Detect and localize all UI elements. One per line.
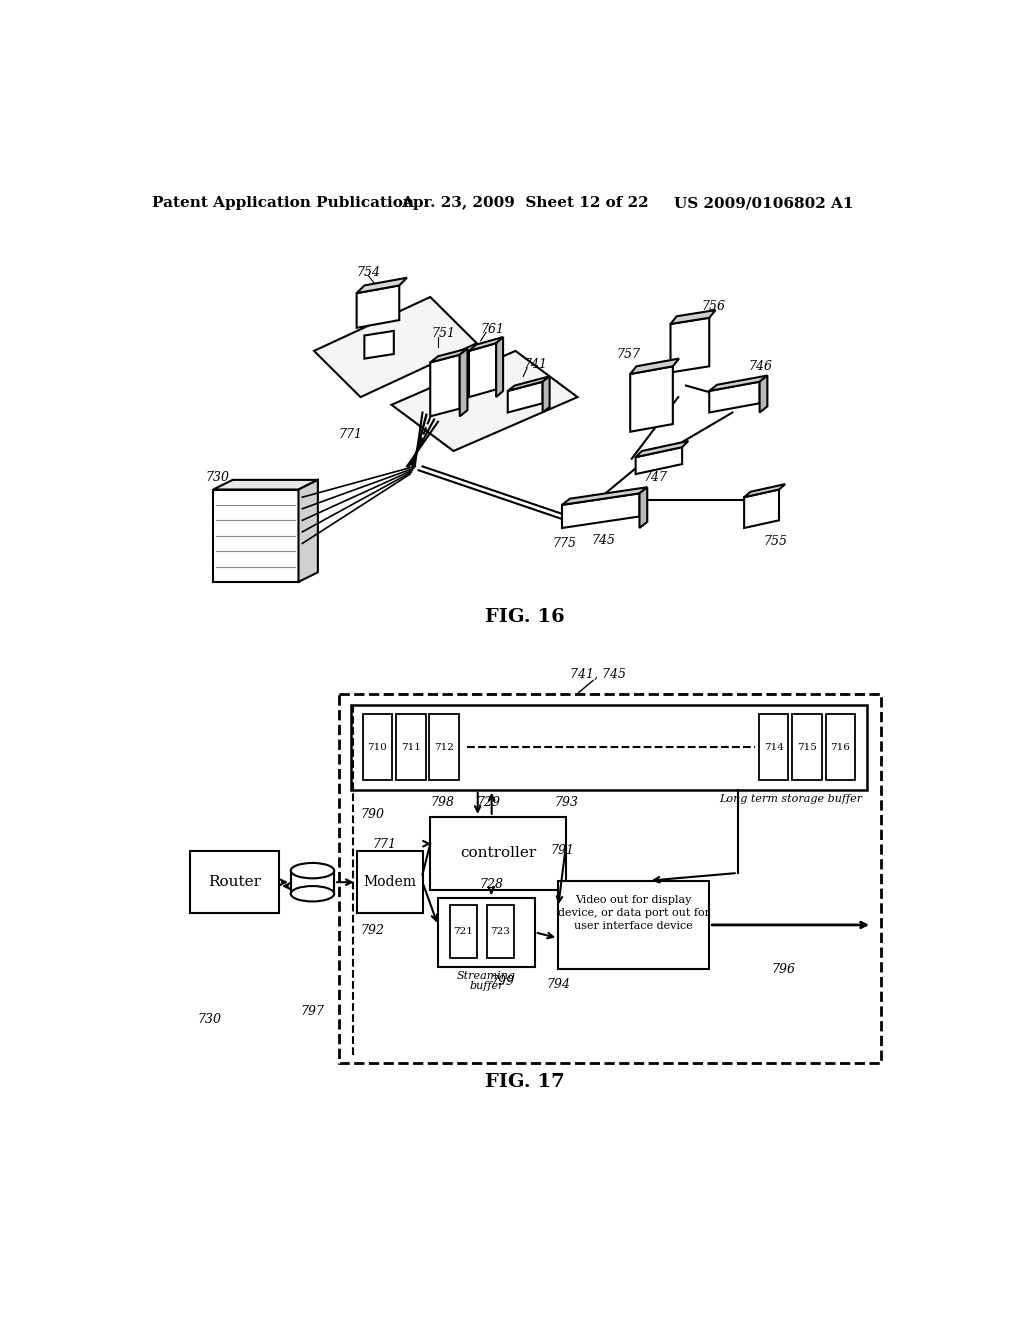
Polygon shape	[460, 348, 467, 416]
Bar	[450, 906, 477, 958]
Text: 761: 761	[480, 323, 505, 335]
Text: 723: 723	[490, 927, 510, 936]
Text: device, or data port out for: device, or data port out for	[558, 908, 710, 917]
Polygon shape	[562, 487, 647, 506]
Text: 796: 796	[771, 964, 796, 975]
Polygon shape	[356, 277, 407, 293]
Polygon shape	[469, 337, 503, 351]
Polygon shape	[508, 376, 550, 391]
Polygon shape	[710, 381, 760, 412]
Text: 791: 791	[550, 843, 574, 857]
Text: 716: 716	[830, 743, 850, 751]
Bar	[351, 705, 866, 789]
Bar	[793, 714, 821, 780]
Text: 754: 754	[356, 265, 381, 279]
Text: 794: 794	[547, 978, 570, 991]
Polygon shape	[543, 376, 550, 412]
Text: user interface device: user interface device	[574, 921, 693, 931]
Bar	[339, 693, 882, 1063]
Text: FIG. 16: FIG. 16	[485, 607, 564, 626]
Polygon shape	[671, 310, 716, 323]
Polygon shape	[508, 381, 543, 412]
Text: controller: controller	[460, 846, 537, 861]
Polygon shape	[760, 376, 767, 412]
Polygon shape	[391, 351, 578, 451]
Text: 712: 712	[434, 743, 454, 751]
Bar	[430, 817, 566, 890]
Bar	[362, 714, 392, 780]
Text: 711: 711	[401, 743, 421, 751]
Text: buffer: buffer	[469, 981, 504, 991]
Bar	[759, 714, 788, 780]
Text: 715: 715	[797, 743, 817, 751]
Polygon shape	[213, 490, 299, 582]
Bar	[438, 898, 535, 966]
Polygon shape	[562, 494, 640, 528]
Polygon shape	[430, 355, 460, 416]
Text: 721: 721	[454, 927, 473, 936]
Text: 741, 745: 741, 745	[569, 668, 626, 681]
Text: 775: 775	[553, 537, 577, 550]
Ellipse shape	[291, 863, 334, 878]
Text: 747: 747	[643, 471, 668, 484]
Text: 745: 745	[592, 533, 615, 546]
Bar	[291, 871, 334, 894]
Bar	[356, 851, 423, 913]
Bar	[396, 714, 426, 780]
Polygon shape	[636, 441, 688, 457]
Bar	[486, 906, 514, 958]
Polygon shape	[671, 318, 710, 372]
Polygon shape	[710, 376, 767, 391]
Text: 756: 756	[701, 300, 725, 313]
Bar	[429, 714, 459, 780]
Polygon shape	[314, 297, 477, 397]
Text: FIG. 17: FIG. 17	[485, 1073, 564, 1092]
Text: 714: 714	[764, 743, 783, 751]
Text: 730: 730	[198, 1014, 222, 1026]
Ellipse shape	[291, 886, 334, 902]
Text: 771: 771	[339, 428, 362, 441]
Text: 798: 798	[430, 796, 455, 809]
Text: 797: 797	[300, 1006, 324, 1019]
Text: Streaming: Streaming	[457, 970, 516, 981]
Text: Patent Application Publication: Patent Application Publication	[152, 197, 414, 210]
Bar	[825, 714, 855, 780]
Text: 710: 710	[368, 743, 387, 751]
Polygon shape	[496, 337, 503, 397]
Text: 790: 790	[360, 808, 384, 821]
Text: Long term storage buffer: Long term storage buffer	[720, 793, 862, 804]
Text: Video out for display: Video out for display	[575, 895, 692, 906]
Text: 792: 792	[360, 924, 384, 937]
Text: 793: 793	[554, 796, 579, 809]
Polygon shape	[430, 348, 467, 363]
Text: Modem: Modem	[364, 875, 416, 890]
Text: 751: 751	[432, 327, 456, 341]
Polygon shape	[640, 487, 647, 528]
Polygon shape	[744, 484, 785, 498]
Bar	[558, 880, 710, 969]
Text: 755: 755	[764, 535, 787, 548]
Polygon shape	[744, 490, 779, 528]
Text: 771: 771	[373, 838, 397, 851]
Polygon shape	[213, 480, 317, 490]
Polygon shape	[469, 343, 496, 397]
Text: 746: 746	[748, 360, 772, 372]
Polygon shape	[630, 359, 679, 374]
Text: 741: 741	[523, 358, 547, 371]
Polygon shape	[630, 367, 673, 432]
Polygon shape	[356, 285, 399, 327]
Text: 757: 757	[616, 348, 640, 362]
Text: Router: Router	[208, 875, 261, 890]
Polygon shape	[299, 480, 317, 582]
Text: 730: 730	[206, 471, 229, 484]
Text: Apr. 23, 2009  Sheet 12 of 22: Apr. 23, 2009 Sheet 12 of 22	[401, 197, 648, 210]
Text: 728: 728	[479, 878, 503, 891]
Polygon shape	[365, 331, 394, 359]
Text: 799: 799	[490, 974, 515, 987]
Polygon shape	[636, 447, 682, 474]
Bar	[190, 851, 280, 913]
Text: 729: 729	[477, 796, 501, 809]
Text: US 2009/0106802 A1: US 2009/0106802 A1	[674, 197, 853, 210]
